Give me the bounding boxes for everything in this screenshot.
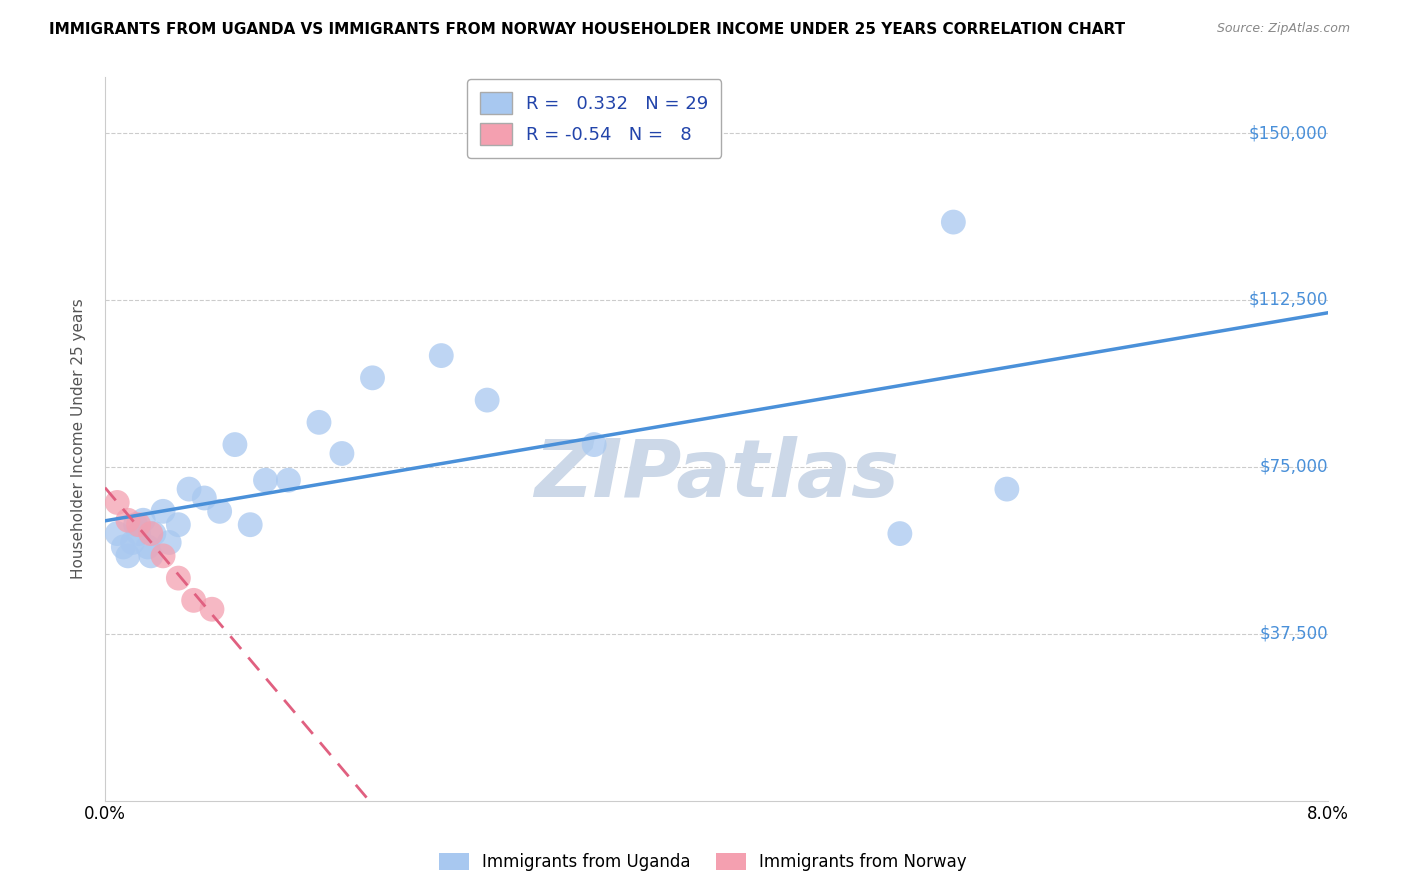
Point	[132, 513, 155, 527]
Point	[889, 526, 911, 541]
Point	[183, 593, 205, 607]
Point	[308, 415, 330, 429]
Point	[254, 473, 277, 487]
Point	[475, 393, 498, 408]
Point	[152, 504, 174, 518]
Point	[139, 549, 162, 563]
Point	[208, 504, 231, 518]
Point	[128, 517, 150, 532]
Point	[117, 513, 139, 527]
Point	[117, 549, 139, 563]
Point	[177, 482, 200, 496]
Point	[121, 535, 143, 549]
Point	[361, 371, 384, 385]
Text: ZIPatlas: ZIPatlas	[534, 436, 898, 514]
Point	[105, 526, 128, 541]
Point	[152, 549, 174, 563]
Y-axis label: Householder Income Under 25 years: Householder Income Under 25 years	[72, 299, 86, 580]
Point	[201, 602, 224, 616]
Point	[167, 571, 190, 585]
Point	[128, 526, 150, 541]
Text: Source: ZipAtlas.com: Source: ZipAtlas.com	[1216, 22, 1350, 36]
Point	[112, 540, 135, 554]
Text: $37,500: $37,500	[1260, 624, 1327, 643]
Point	[157, 535, 180, 549]
Point	[105, 495, 128, 509]
Point	[139, 526, 162, 541]
Text: $112,500: $112,500	[1249, 291, 1327, 309]
Point	[167, 517, 190, 532]
Point	[124, 517, 146, 532]
Point	[239, 517, 262, 532]
Point	[430, 349, 453, 363]
Point	[942, 215, 965, 229]
Point	[224, 437, 246, 451]
Point	[995, 482, 1018, 496]
Text: IMMIGRANTS FROM UGANDA VS IMMIGRANTS FROM NORWAY HOUSEHOLDER INCOME UNDER 25 YEA: IMMIGRANTS FROM UGANDA VS IMMIGRANTS FRO…	[49, 22, 1125, 37]
Point	[583, 437, 606, 451]
Legend: R =   0.332   N = 29, R = -0.54   N =   8: R = 0.332 N = 29, R = -0.54 N = 8	[467, 79, 721, 158]
Point	[136, 540, 159, 554]
Point	[330, 446, 353, 460]
Legend: Immigrants from Uganda, Immigrants from Norway: Immigrants from Uganda, Immigrants from …	[430, 845, 976, 880]
Point	[142, 526, 165, 541]
Text: $75,000: $75,000	[1260, 458, 1327, 475]
Point	[193, 491, 215, 505]
Point	[277, 473, 299, 487]
Text: $150,000: $150,000	[1249, 124, 1327, 142]
